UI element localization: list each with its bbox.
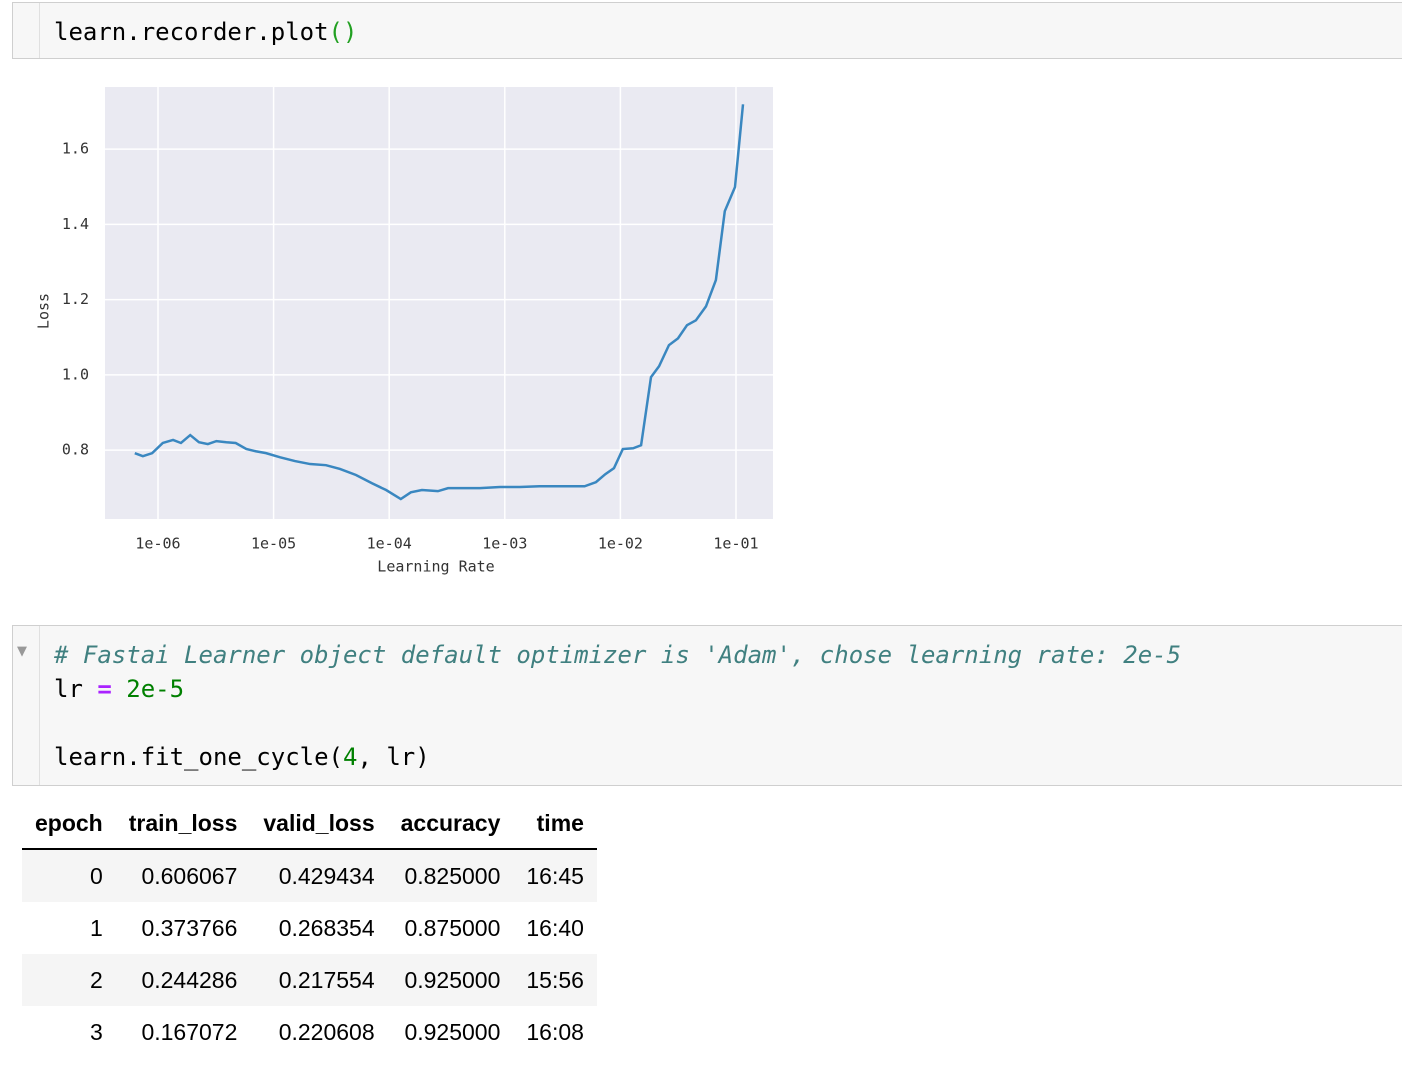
y-tick-label: 1.2 [62, 290, 89, 308]
code-token: learn.fit_one_cycle( [54, 743, 343, 771]
y-tick-label: 1.4 [62, 215, 89, 233]
x-tick-label: 1e-05 [251, 535, 296, 553]
x-tick-label: 1e-06 [135, 535, 180, 553]
column-header: train_loss [115, 798, 251, 850]
code-token: 4 [342, 743, 358, 771]
table-row: 3 0.167072 0.220608 0.925000 16:08 [22, 1006, 597, 1058]
code-token: lr [54, 675, 98, 703]
x-axis-label: Learning Rate [377, 558, 494, 576]
table-cell: 0.925000 [404, 1018, 501, 1045]
code: learn.recorder.plot() [54, 15, 357, 49]
x-tick-label: 1e-02 [598, 535, 643, 553]
table-row: 0 0.606067 0.429434 0.825000 16:45 [22, 849, 597, 902]
gutter [13, 626, 40, 785]
table-cell: 0.220608 [278, 1018, 375, 1045]
collapse-icon[interactable]: ▼ [17, 644, 27, 659]
code-line: learn.recorder.plot() [54, 15, 357, 49]
table-cell: 3 [89, 1018, 103, 1045]
x-tick-label: 1e-01 [713, 535, 758, 553]
y-tick-label: 1.6 [62, 140, 89, 158]
x-tick-label: 1e-03 [482, 535, 527, 553]
table-cell: 0.429434 [250, 849, 388, 902]
code-token: = [97, 675, 112, 703]
table-cell: 1 [89, 914, 103, 941]
code-token: # Fastai Learner object default optimize… [54, 641, 1182, 669]
code-line: learn.fit_one_cycle(4, lr) [54, 740, 1181, 774]
table-cell: 0.606067 [115, 849, 251, 902]
table-cell: 0.373766 [141, 914, 238, 941]
table-cell: 16:40 [526, 914, 584, 941]
code: # Fastai Learner object default optimize… [54, 638, 1181, 774]
code-cell[interactable]: learn.recorder.plot() [12, 2, 1402, 59]
table-cell: 0.167072 [141, 1018, 238, 1045]
table-cell: 15:56 [513, 954, 597, 1006]
y-tick-label: 1.0 [62, 365, 89, 383]
table-cell: 0.217554 [250, 954, 388, 1006]
plot-area [105, 87, 773, 519]
code-cell[interactable]: ▼ # Fastai Learner object default optimi… [12, 625, 1402, 786]
table-cell: 0.825000 [387, 849, 514, 902]
code-token: 2e-5 [111, 675, 185, 703]
results-table: epoch train_loss valid_loss accuracy time 0 0.… [22, 798, 597, 1058]
code-line: # Fastai Learner object default optimize… [54, 638, 1181, 672]
code-token: learn.recorder.plot [54, 18, 329, 46]
table-row: 2 0.244286 0.217554 0.925000 15:56 [22, 954, 597, 1006]
table-row: 1 0.373766 0.268354 0.875000 16:40 [22, 902, 597, 954]
gutter [13, 3, 40, 58]
y-tick-label: 0.8 [62, 441, 89, 459]
table-cell: 16:45 [513, 849, 597, 902]
table-cell: 16:08 [526, 1018, 584, 1045]
column-header: accuracy [387, 798, 514, 850]
code-line: lr = 2e-5 [54, 672, 1181, 706]
table-cell: 0 [22, 849, 116, 902]
column-header: epoch [22, 798, 116, 850]
chart: 1e-06 1e-05 1e-04 1e-03 1e-02 1e-01 0.8 1.0 1.2 1… [35, 87, 773, 576]
table-cell: 0.268354 [278, 914, 375, 941]
y-axis-label: Loss [35, 293, 53, 329]
table-cell: 0.244286 [115, 954, 251, 1006]
table-cell: 0.925000 [387, 954, 514, 1006]
column-header: time [513, 798, 597, 850]
code-token: () [328, 18, 358, 46]
code-token: , lr) [357, 743, 430, 771]
table-cell: 2 [22, 954, 116, 1006]
table-cell: 0.875000 [404, 914, 501, 941]
column-header: valid_loss [250, 798, 388, 850]
loss-line [134, 104, 745, 501]
x-tick-label: 1e-04 [367, 535, 412, 553]
header-row: epoch train_loss valid_loss accuracy time [22, 798, 597, 850]
